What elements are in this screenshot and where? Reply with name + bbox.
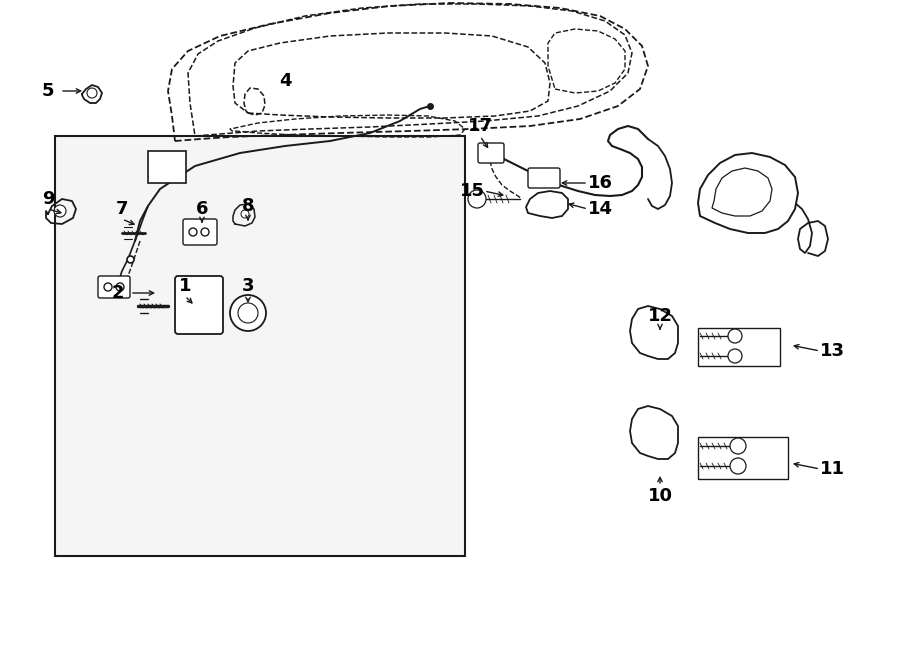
- Polygon shape: [712, 168, 772, 216]
- Text: 4: 4: [279, 72, 292, 90]
- Text: 13: 13: [820, 342, 844, 360]
- Circle shape: [651, 409, 659, 417]
- Circle shape: [742, 187, 754, 199]
- Text: 17: 17: [467, 117, 492, 135]
- Circle shape: [653, 319, 667, 333]
- Circle shape: [728, 349, 742, 363]
- Text: 8: 8: [242, 197, 255, 215]
- Circle shape: [201, 228, 209, 236]
- Circle shape: [545, 200, 551, 206]
- Bar: [698, 328, 780, 366]
- Text: 15: 15: [460, 182, 484, 200]
- Circle shape: [730, 458, 746, 474]
- FancyBboxPatch shape: [528, 168, 560, 188]
- Bar: [55, 136, 465, 556]
- Text: 11: 11: [820, 460, 844, 478]
- Circle shape: [542, 197, 554, 209]
- Circle shape: [647, 338, 657, 348]
- Text: 14: 14: [588, 200, 613, 218]
- Circle shape: [189, 228, 197, 236]
- Text: 7: 7: [116, 200, 128, 218]
- Circle shape: [104, 283, 112, 291]
- Polygon shape: [526, 191, 568, 218]
- Circle shape: [54, 205, 66, 217]
- Circle shape: [736, 181, 760, 205]
- Circle shape: [651, 309, 659, 317]
- Circle shape: [728, 329, 742, 343]
- Text: 16: 16: [588, 174, 613, 192]
- Text: 2: 2: [112, 284, 124, 302]
- Text: 9: 9: [41, 190, 54, 208]
- Text: 5: 5: [41, 82, 54, 100]
- Text: 1: 1: [179, 277, 191, 295]
- Text: 10: 10: [647, 487, 672, 505]
- Text: 12: 12: [647, 307, 672, 325]
- Circle shape: [647, 438, 657, 448]
- FancyBboxPatch shape: [175, 276, 223, 334]
- Circle shape: [653, 419, 667, 433]
- Circle shape: [87, 88, 97, 98]
- Circle shape: [241, 210, 249, 218]
- FancyBboxPatch shape: [98, 276, 130, 298]
- Circle shape: [730, 438, 746, 454]
- Circle shape: [238, 303, 258, 323]
- Polygon shape: [698, 153, 798, 233]
- Text: 6: 6: [196, 200, 208, 218]
- Polygon shape: [630, 406, 678, 459]
- FancyBboxPatch shape: [478, 143, 504, 163]
- Bar: [148, 151, 186, 183]
- Circle shape: [116, 283, 124, 291]
- Bar: [698, 437, 788, 479]
- Text: 3: 3: [242, 277, 254, 295]
- Polygon shape: [630, 306, 678, 359]
- FancyBboxPatch shape: [183, 219, 217, 245]
- Circle shape: [230, 295, 266, 331]
- Circle shape: [536, 174, 544, 182]
- Circle shape: [468, 190, 486, 208]
